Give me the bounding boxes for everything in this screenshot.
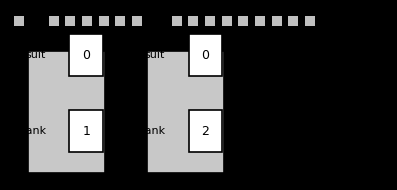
FancyBboxPatch shape (189, 34, 222, 76)
Text: rank: rank (140, 126, 165, 136)
Point (134, 19, 140, 22)
Point (100, 19, 107, 22)
Text: 2: 2 (202, 125, 209, 138)
Point (50, 19, 57, 22)
Text: 0: 0 (201, 49, 210, 62)
Point (257, 19, 263, 22)
Point (290, 19, 297, 22)
Point (173, 19, 180, 22)
Point (307, 19, 313, 22)
Point (67, 19, 73, 22)
FancyBboxPatch shape (189, 110, 222, 152)
Point (117, 19, 123, 22)
Text: rank: rank (21, 126, 46, 136)
Point (84, 19, 90, 22)
Text: 1: 1 (83, 125, 90, 138)
Point (190, 19, 197, 22)
FancyBboxPatch shape (69, 110, 103, 152)
Point (240, 19, 247, 22)
Text: 0: 0 (82, 49, 91, 62)
FancyBboxPatch shape (69, 34, 103, 76)
Text: suit: suit (145, 50, 165, 60)
Point (274, 19, 280, 22)
Point (224, 19, 230, 22)
Text: suit: suit (25, 50, 46, 60)
FancyBboxPatch shape (147, 51, 224, 173)
Point (15, 19, 22, 22)
FancyBboxPatch shape (28, 51, 105, 173)
Point (207, 19, 213, 22)
